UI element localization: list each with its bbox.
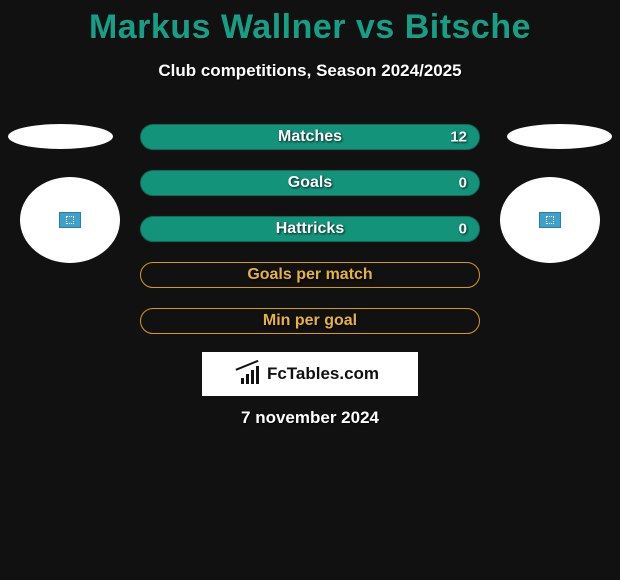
player-right-shadow <box>507 124 612 149</box>
stat-label: Hattricks <box>276 220 344 238</box>
comparison-infographic: Markus Wallner vs Bitsche Club competiti… <box>0 0 620 580</box>
page-title: Markus Wallner vs Bitsche <box>0 0 620 47</box>
stat-label: Matches <box>278 128 342 146</box>
stat-label: Goals <box>288 174 332 192</box>
bar-chart-icon <box>241 364 263 384</box>
stat-bar-goals: Goals 0 <box>140 170 480 196</box>
stat-bar-matches: Matches 12 <box>140 124 480 150</box>
stat-label: Min per goal <box>263 312 357 330</box>
placeholder-icon <box>539 212 561 228</box>
player-left-avatar <box>20 177 120 263</box>
stat-value: 12 <box>450 129 467 146</box>
brand-text: FcTables.com <box>267 364 379 384</box>
player-left-shadow <box>8 124 113 149</box>
stat-bar-min-per-goal: Min per goal <box>140 308 480 334</box>
player-right-avatar <box>500 177 600 263</box>
date-label: 7 november 2024 <box>0 408 620 428</box>
placeholder-icon <box>59 212 81 228</box>
brand-badge: FcTables.com <box>202 352 418 396</box>
stats-bars: Matches 12 Goals 0 Hattricks 0 Goals per… <box>140 124 480 354</box>
stat-value: 0 <box>459 175 467 192</box>
stat-value: 0 <box>459 221 467 238</box>
stat-bar-hattricks: Hattricks 0 <box>140 216 480 242</box>
subtitle: Club competitions, Season 2024/2025 <box>0 61 620 81</box>
stat-label: Goals per match <box>247 266 372 284</box>
stat-bar-goals-per-match: Goals per match <box>140 262 480 288</box>
